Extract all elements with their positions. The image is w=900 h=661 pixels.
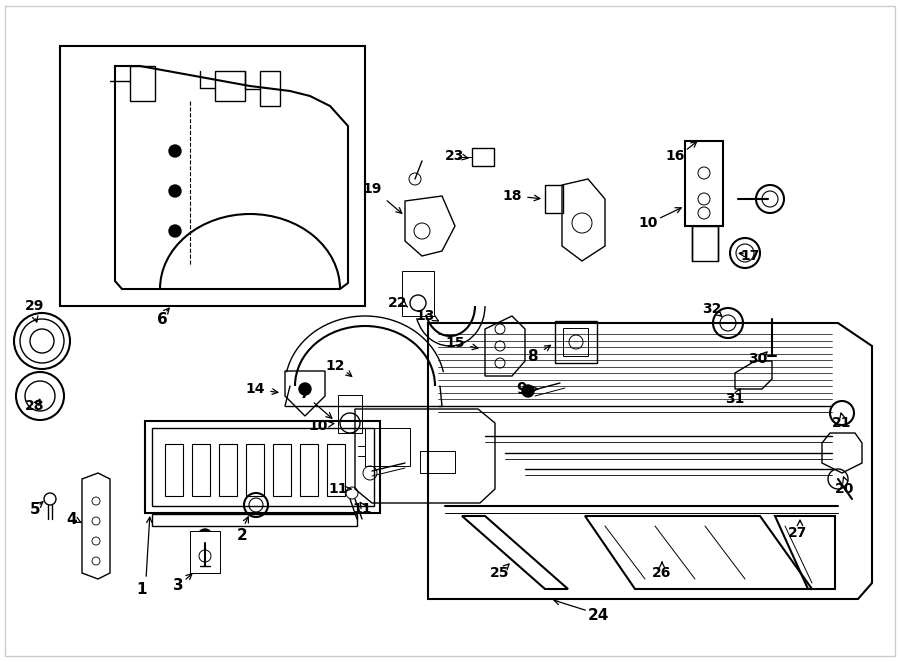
Text: 22: 22 [388,296,408,310]
Text: 3: 3 [173,578,184,594]
Bar [545,185,563,213]
Bar [260,71,280,106]
Bar [365,428,410,466]
Circle shape [198,529,212,543]
Text: 8: 8 [526,348,537,364]
Text: 12: 12 [325,359,345,373]
Text: 24: 24 [588,609,608,623]
Bar [472,148,494,166]
Bar [246,444,264,496]
Text: 5: 5 [30,502,40,516]
Bar [692,226,718,261]
Bar [190,531,220,573]
Text: 23: 23 [446,149,464,163]
Bar [130,66,155,101]
Text: 18: 18 [502,189,522,203]
Text: 11: 11 [352,502,372,516]
Text: 4: 4 [67,512,77,527]
Bar [152,514,357,526]
Text: 32: 32 [702,302,722,316]
Bar [152,428,374,506]
Bar [145,421,380,513]
Bar [165,444,183,496]
Circle shape [522,385,534,397]
Text: 20: 20 [835,482,855,496]
Text: 31: 31 [725,392,744,406]
Text: 25: 25 [491,566,509,580]
Bar [420,451,455,473]
Bar [563,328,588,356]
Text: 21: 21 [832,416,851,430]
Bar [300,444,318,496]
Circle shape [169,225,181,237]
Text: 14: 14 [245,382,265,396]
Text: 11: 11 [328,482,347,496]
Text: 9: 9 [517,381,527,397]
Text: 15: 15 [446,336,464,350]
Text: 10: 10 [309,419,328,433]
Bar [555,321,597,363]
Text: 27: 27 [788,526,807,540]
Circle shape [299,383,311,395]
Bar [273,444,291,496]
Text: 13: 13 [415,309,435,323]
Circle shape [169,145,181,157]
Text: 28: 28 [25,399,45,413]
Text: 1: 1 [137,582,148,596]
Bar [338,395,362,433]
Bar [190,531,220,573]
Text: 19: 19 [363,182,382,196]
Circle shape [169,185,181,197]
Text: 16: 16 [665,149,685,163]
Text: 6: 6 [157,311,167,327]
Bar [402,271,434,316]
Text: 2: 2 [237,529,248,543]
Text: 7: 7 [300,385,310,401]
Bar [215,71,245,101]
Text: 10: 10 [638,216,658,230]
Bar [685,141,723,226]
Bar [219,444,237,496]
Text: 26: 26 [652,566,671,580]
Bar [327,444,345,496]
Text: 17: 17 [741,249,760,263]
Bar [192,444,210,496]
Text: 30: 30 [749,352,768,366]
Bar [60,46,365,306]
Text: 29: 29 [25,299,45,313]
